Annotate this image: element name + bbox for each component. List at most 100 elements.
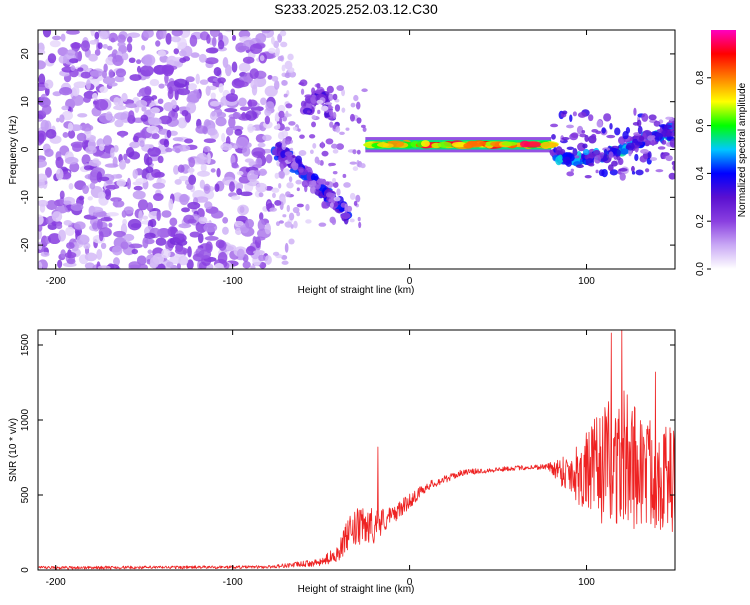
heatmap-blob	[251, 147, 266, 159]
heatmap-blob	[355, 101, 361, 110]
heatmap-blob	[236, 248, 245, 260]
heatmap-blob	[113, 257, 120, 266]
heatmap-blob	[255, 182, 268, 193]
heatmap-blob	[100, 217, 113, 222]
heatmap-blob	[199, 179, 206, 189]
heatmap-blob	[182, 56, 191, 62]
heatmap-blob	[577, 111, 587, 118]
heatmap-blob	[258, 254, 266, 262]
heatmap-blob	[119, 159, 127, 170]
heatmap-blob	[129, 74, 142, 82]
heatmap-blob	[61, 105, 69, 111]
heatmap-blob	[73, 221, 86, 230]
heatmap-blob	[104, 227, 110, 236]
heatmap-blob	[171, 30, 183, 37]
spectrogram-x-axis: -200 -100 0 100	[46, 30, 595, 287]
heatmap-blob	[178, 255, 189, 266]
heatmap-blob	[669, 138, 675, 148]
heatmap-blob	[115, 68, 127, 78]
heatmap-blob	[196, 92, 201, 99]
heatmap-blob	[326, 85, 334, 94]
heatmap-blob	[314, 89, 322, 94]
heatmap-blob	[133, 185, 143, 191]
heatmap-blob	[242, 56, 255, 64]
snr-panel: -200 -100 0 100 0 500 1000 1500 Height of stra…	[8, 329, 676, 595]
heatmap-blob	[611, 160, 618, 167]
heatmap-blob	[654, 132, 663, 141]
heatmap-blob	[281, 64, 286, 72]
heatmap-blob	[278, 110, 285, 119]
heatmap-blob	[300, 100, 307, 108]
heatmap-blob	[117, 41, 126, 48]
heatmap-blob	[113, 230, 126, 238]
heatmap-blob	[284, 138, 291, 145]
heatmap-blob	[332, 111, 337, 120]
heatmap-blob	[292, 206, 300, 214]
heatmap-blob	[158, 83, 165, 89]
heatmap-blob	[268, 47, 276, 54]
heatmap-blob	[38, 261, 43, 269]
heatmap-blob	[288, 212, 295, 221]
heatmap-blob	[217, 77, 226, 84]
y-tick-label: -20	[20, 237, 31, 252]
heatmap-blob	[656, 128, 663, 133]
heatmap-blob	[316, 178, 325, 185]
heatmap-blob	[275, 141, 283, 148]
heatmap-blob	[42, 30, 52, 38]
heatmap-blob	[278, 220, 285, 224]
heatmap-blob	[235, 182, 244, 191]
heatmap-blob	[306, 110, 311, 114]
x-tick-label: -200	[46, 577, 66, 588]
heatmap-blob	[670, 132, 675, 137]
heatmap-blob	[575, 164, 584, 169]
heatmap-blob	[65, 226, 75, 237]
heatmap-blob	[120, 132, 125, 138]
heatmap-blob	[284, 242, 289, 253]
heatmap-blob	[58, 229, 67, 242]
heatmap-blob	[626, 142, 635, 151]
heatmap-blob	[316, 82, 321, 89]
heatmap-blob	[562, 110, 568, 115]
heatmap-blob	[336, 143, 344, 150]
heatmap-blob	[103, 63, 108, 73]
snr-y-axis: 0 500 1000 1500	[20, 333, 675, 573]
heatmap-blob	[501, 141, 518, 146]
heatmap-blob	[301, 179, 310, 188]
heatmap-blob	[139, 140, 145, 148]
heatmap-blob	[206, 34, 211, 44]
heatmap-blob	[113, 144, 119, 153]
heatmap-blob	[287, 155, 293, 163]
heatmap-blob	[325, 181, 330, 186]
heatmap-blob	[625, 126, 631, 134]
heatmap-blob	[257, 219, 266, 231]
heatmap-blob	[332, 177, 337, 184]
heatmap-blob	[260, 97, 267, 106]
heatmap-blob	[173, 48, 180, 55]
heatmap-blob	[215, 239, 225, 249]
heatmap-blob	[178, 50, 187, 57]
heatmap-blob	[198, 249, 212, 259]
heatmap-blob	[270, 36, 275, 45]
heatmap-blob	[228, 116, 236, 129]
spectrogram-y-axis: -20 -10 0 10 20	[20, 48, 675, 252]
heatmap-blob	[356, 149, 361, 155]
heatmap-blob	[108, 222, 113, 228]
heatmap-blob	[171, 35, 181, 43]
heatmap-blob	[300, 88, 305, 95]
heatmap-blob	[284, 151, 293, 157]
spectrogram-heatmap	[38, 30, 675, 269]
heatmap-blob	[285, 191, 291, 198]
heatmap-blob	[144, 232, 156, 239]
heatmap-blob	[217, 39, 225, 50]
heatmap-blob	[339, 131, 345, 136]
heatmap-blob	[235, 227, 242, 236]
heatmap-blob	[63, 220, 73, 226]
heatmap-blob	[668, 172, 675, 180]
heatmap-blob	[298, 150, 307, 156]
heatmap-blob	[631, 171, 636, 175]
heatmap-blob	[272, 251, 280, 256]
heatmap-blob	[217, 252, 228, 264]
heatmap-blob	[636, 119, 642, 127]
heatmap-blob	[145, 109, 152, 116]
heatmap-blob	[189, 231, 201, 238]
